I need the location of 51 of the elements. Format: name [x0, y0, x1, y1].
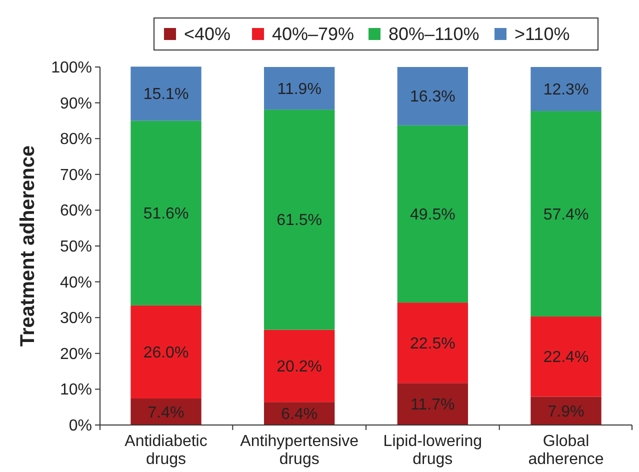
bar [397, 125, 468, 303]
y-tick-label: 80% [60, 131, 92, 148]
bar [264, 110, 335, 330]
legend-label: >110% [514, 24, 570, 44]
x-tick-label: Lipid-lowering drugs [383, 433, 482, 468]
y-axis-title: Treatment adherence [17, 145, 39, 347]
data-label: 61.5% [276, 212, 322, 230]
data-label: 6.4% [281, 406, 318, 424]
y-tick-label: 100% [51, 60, 92, 76]
bar [264, 330, 335, 402]
y-tick-label: 60% [60, 202, 92, 220]
legend-label: <40% [184, 24, 231, 44]
bar [130, 66, 202, 121]
bar [530, 111, 602, 317]
bar [264, 67, 335, 110]
bar [530, 316, 602, 397]
data-label: 22.5% [410, 335, 456, 352]
y-tick-label: 90% [60, 95, 92, 112]
data-label: 12.3% [543, 82, 589, 99]
data-label: 15.1% [143, 86, 189, 104]
data-label: 26.0% [143, 344, 189, 362]
data-label: 11.9% [277, 80, 322, 98]
data-label: 11.7% [410, 396, 455, 414]
bar [397, 383, 468, 425]
bar [397, 67, 468, 126]
x-tick-label: Antihypertensive drugs [240, 433, 359, 468]
bar [130, 120, 202, 306]
data-label: 49.5% [410, 206, 456, 224]
y-tick-label: 40% [60, 274, 92, 292]
data-label: 7.9% [548, 403, 584, 420]
data-label: 16.3% [410, 88, 456, 106]
data-label: 22.4% [543, 349, 589, 366]
y-tick-label: 0% [68, 418, 92, 434]
data-label: 57.4% [543, 206, 589, 224]
data-label: 7.4% [148, 404, 184, 422]
y-tick-label: 30% [60, 310, 92, 328]
data-label: 20.2% [276, 358, 322, 376]
x-tick-label: Global adherence [528, 433, 604, 468]
bar [130, 305, 202, 399]
bar [530, 67, 602, 112]
legend-label: 40%–79% [272, 24, 354, 44]
x-tick-label: Antidiabetic drugs [124, 433, 208, 468]
data-label: 51.6% [143, 206, 189, 223]
y-tick-label: 70% [60, 166, 92, 184]
bar [130, 398, 202, 425]
y-tick-label: 10% [60, 382, 92, 399]
bar [530, 396, 602, 425]
legend-label: 80%–110% [388, 24, 480, 44]
y-tick-label: 50% [60, 238, 92, 256]
bar [397, 302, 468, 384]
y-tick-label: 20% [60, 346, 92, 363]
